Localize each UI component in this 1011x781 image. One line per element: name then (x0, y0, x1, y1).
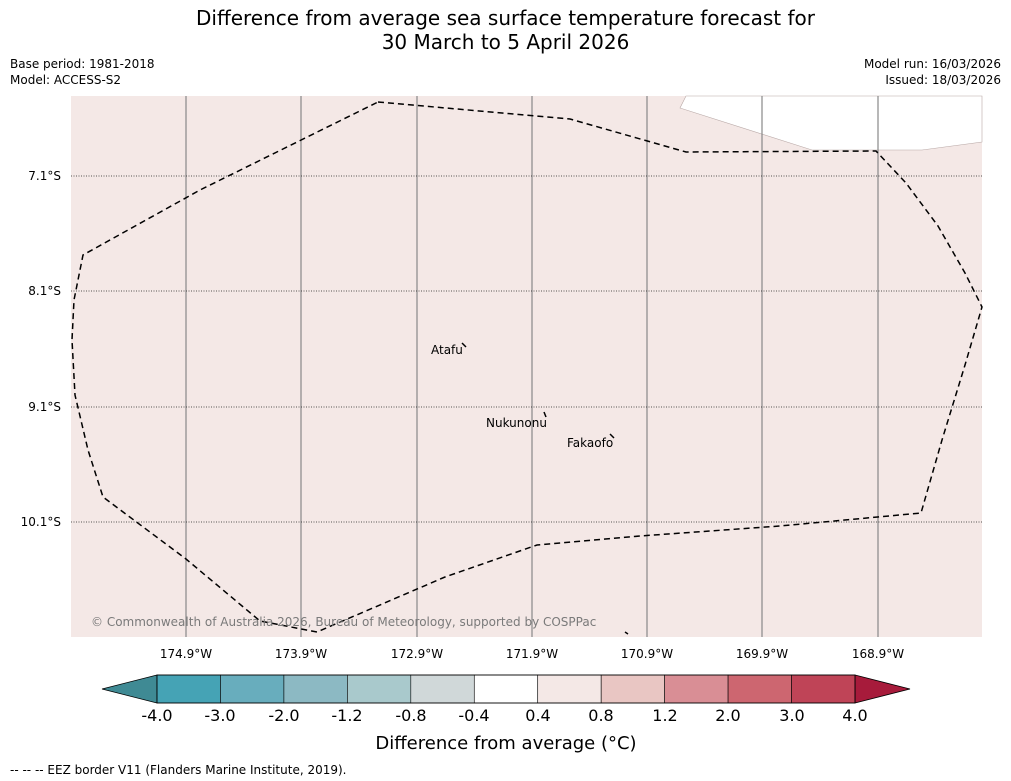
sst-field (71, 96, 982, 637)
land-area (679, 95, 983, 151)
colorbar-segment (473, 674, 539, 704)
colorbar-tick: 3.0 (779, 706, 804, 725)
lon-label: 173.9°W (275, 647, 327, 661)
lon-label: 170.9°W (621, 647, 673, 661)
title-line-2: 30 March to 5 April 2026 (381, 30, 630, 54)
model-run: Model run: 16/03/2026 (863, 57, 1001, 71)
small-island (624, 631, 629, 635)
colorbar-tick: 0.8 (588, 706, 613, 725)
fakaofo-atoll (609, 433, 615, 439)
colorbar-segment (537, 674, 602, 704)
lon-label: 171.9°W (506, 647, 558, 661)
colorbar-tick: -3.0 (204, 706, 235, 725)
place-label-atafu: Atafu (431, 343, 463, 357)
colorbar-segment (283, 674, 348, 704)
chart-title: Difference from average sea surface temp… (0, 6, 1011, 54)
colorbar-tick: -1.2 (331, 706, 362, 725)
eez-footnote: -- -- -- EEZ border V11 (Flanders Marine… (10, 763, 347, 777)
lon-label: 169.9°W (736, 647, 788, 661)
colorbar-frame (156, 674, 856, 704)
colorbar-tick: 1.2 (652, 706, 677, 725)
atafu-atoll (461, 342, 467, 348)
colorbar-under-arrow (101, 674, 158, 704)
colorbar (101, 674, 911, 704)
lat-label: 9.1°S (28, 400, 61, 414)
lon-label: 172.9°W (391, 647, 443, 661)
colorbar-tick: 4.0 (842, 706, 867, 725)
base-period: Base period: 1981-2018 (10, 57, 155, 71)
colorbar-segment (410, 674, 475, 704)
colorbar-segment (220, 674, 285, 704)
colorbar-segment (347, 674, 412, 704)
meta-right: Model run: 16/03/2026 Issued: 18/03/2026 (864, 56, 1001, 88)
colorbar-tick: 0.4 (525, 706, 550, 725)
colorbar-tick: -2.0 (268, 706, 299, 725)
colorbar-segment (791, 674, 856, 704)
lon-label: 168.9°W (852, 647, 904, 661)
place-label-fakaofo: Fakaofo (567, 436, 613, 450)
model-name: Model: ACCESS-S2 (10, 73, 122, 87)
colorbar-tick: -0.4 (458, 706, 489, 725)
colorbar-segment (156, 674, 221, 704)
colorbar-segment (600, 674, 665, 704)
lat-label: 7.1°S (28, 169, 61, 183)
colorbar-title: Difference from average (°C) (375, 733, 636, 754)
nukunonu-atoll (543, 411, 547, 418)
meta-left: Base period: 1981-2018 Model: ACCESS-S2 (10, 56, 155, 88)
colorbar-over-arrow (854, 674, 911, 704)
colorbar-segment (727, 674, 792, 704)
latitude-gridlines (71, 175, 982, 523)
eez-border (71, 101, 983, 633)
lat-label: 10.1°S (21, 515, 61, 529)
place-label-nukunonu: Nukunonu (486, 416, 547, 430)
longitude-gridlines (185, 96, 879, 637)
lon-label: 174.9°W (160, 647, 212, 661)
colorbar-tick: -4.0 (141, 706, 172, 725)
title-line-1: Difference from average sea surface temp… (195, 6, 815, 30)
lat-label: 8.1°S (28, 284, 61, 298)
issued-date: Issued: 18/03/2026 (885, 73, 1001, 87)
copyright-notice: © Commonwealth of Australia 2026, Bureau… (91, 615, 596, 629)
colorbar-tick: 2.0 (715, 706, 740, 725)
colorbar-segment (664, 674, 729, 704)
colorbar-tick: -0.8 (395, 706, 426, 725)
